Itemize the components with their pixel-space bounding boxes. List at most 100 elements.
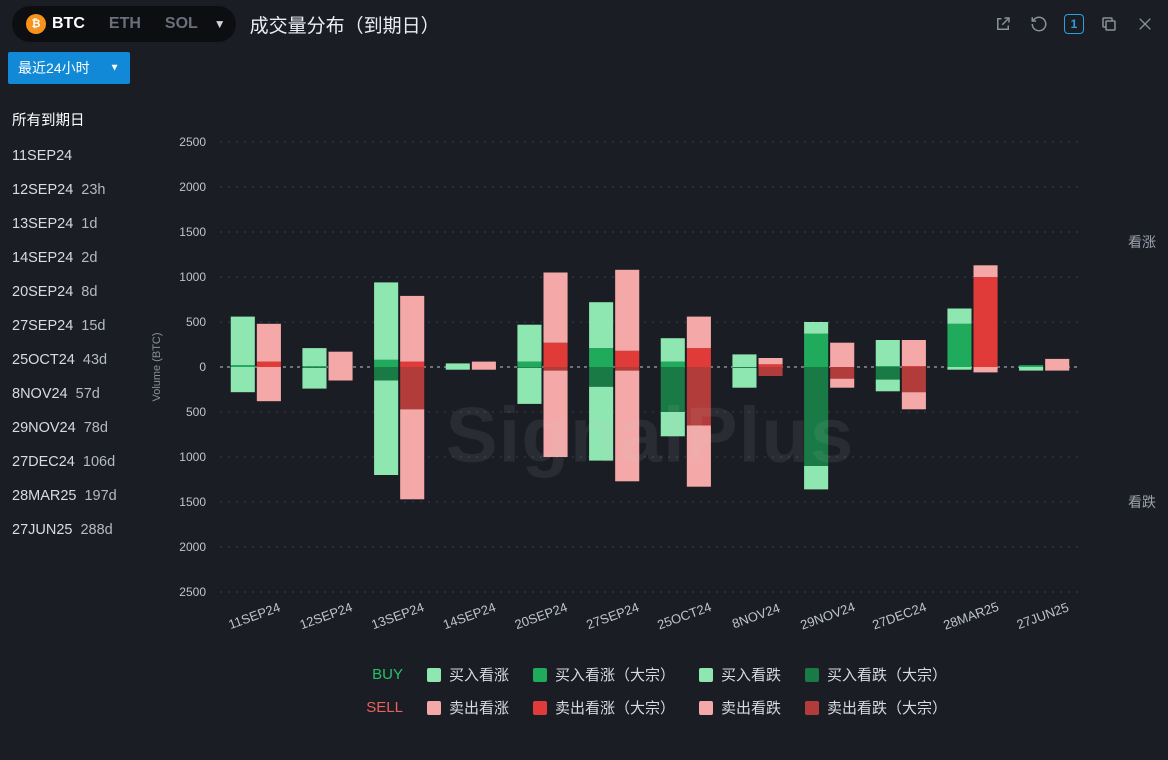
svg-text:0: 0: [199, 360, 206, 374]
sidebar-item-expiry[interactable]: 25OCT24 43d: [12, 343, 132, 377]
svg-text:13SEP24: 13SEP24: [369, 599, 426, 632]
sidebar-item-days: 2d: [81, 250, 97, 266]
svg-text:14SEP24: 14SEP24: [441, 599, 498, 632]
sidebar-item-all[interactable]: 所有到期日: [12, 100, 132, 139]
legend-item[interactable]: 买入看涨（大宗）: [533, 664, 675, 685]
legend-label: 买入看跌: [721, 664, 781, 685]
header-actions: 1: [992, 13, 1156, 35]
close-icon[interactable]: [1134, 13, 1156, 35]
legend-item[interactable]: 买入看跌（大宗）: [805, 664, 947, 685]
svg-text:8NOV24: 8NOV24: [730, 600, 782, 631]
sidebar-item-days: 23h: [81, 182, 105, 198]
sidebar-item-label: 14SEP24: [12, 250, 73, 266]
legend-item[interactable]: 卖出看涨: [427, 697, 509, 718]
sidebar-item-expiry[interactable]: 28MAR25197d: [12, 479, 132, 513]
asset-selector[interactable]: ₿ BTC ETH SOL ▼: [12, 6, 236, 42]
svg-text:1000: 1000: [179, 270, 206, 284]
sidebar-item-label: 所有到期日: [12, 109, 85, 130]
legend-swatch: [533, 668, 547, 682]
legend-swatch: [699, 668, 713, 682]
sidebar-item-days: 288d: [80, 522, 112, 538]
expiry-sidebar: 所有到期日 11SEP24 12SEP24 23h 13SEP24 1d 14SEP24 2…: [0, 92, 132, 760]
svg-text:2500: 2500: [179, 585, 206, 599]
sidebar-item-days: 57d: [76, 386, 100, 402]
external-link-icon[interactable]: [992, 13, 1014, 35]
sidebar-item-label: 28MAR25: [12, 488, 76, 504]
sidebar-item-expiry[interactable]: 11SEP24: [12, 139, 132, 173]
svg-text:2000: 2000: [179, 180, 206, 194]
legend-item[interactable]: 买入看跌: [699, 664, 781, 685]
sidebar-item-label: 27JUN25: [12, 522, 72, 538]
svg-text:29NOV24: 29NOV24: [798, 599, 857, 633]
asset-tab-label: ETH: [109, 15, 141, 33]
legend-swatch: [427, 668, 441, 682]
axis-label-put: 看跌: [1128, 492, 1156, 512]
legend-item[interactable]: 买入看涨: [427, 664, 509, 685]
asset-tab-label: BTC: [52, 15, 85, 33]
sidebar-item-label: 29NOV24: [12, 420, 76, 436]
volume-chart: 250020001500100050005001000150020002500V…: [132, 92, 1168, 760]
chevron-down-icon: ▼: [214, 17, 226, 31]
legend-item[interactable]: 卖出看跌: [699, 697, 781, 718]
sidebar-item-label: 20SEP24: [12, 284, 73, 300]
sidebar-item-days: 1d: [81, 216, 97, 232]
app-root: ₿ BTC ETH SOL ▼ 成交量分布（到期日） 1: [0, 0, 1168, 760]
sidebar-item-expiry[interactable]: 13SEP24 1d: [12, 207, 132, 241]
sidebar-item-days: 43d: [83, 352, 107, 368]
legend-label: 卖出看涨: [449, 697, 509, 718]
sidebar-item-days: 8d: [81, 284, 97, 300]
sidebar-item-label: 25OCT24: [12, 352, 75, 368]
asset-tab-label: SOL: [165, 15, 198, 33]
sidebar-item-expiry[interactable]: 20SEP24 8d: [12, 275, 132, 309]
sidebar-item-label: 8NOV24: [12, 386, 68, 402]
svg-text:12SEP24: 12SEP24: [298, 599, 355, 632]
copy-icon[interactable]: [1098, 13, 1120, 35]
axis-label-call: 看涨: [1128, 232, 1156, 252]
legend-label: 卖出看跌: [721, 697, 781, 718]
svg-text:1500: 1500: [179, 495, 206, 509]
legend-label: 卖出看涨（大宗）: [555, 697, 675, 718]
page-count-badge[interactable]: 1: [1064, 14, 1084, 34]
asset-tab-sol[interactable]: SOL: [155, 11, 208, 37]
svg-text:27JUN25: 27JUN25: [1015, 599, 1071, 632]
refresh-icon[interactable]: [1028, 13, 1050, 35]
svg-text:500: 500: [186, 315, 206, 329]
sidebar-item-expiry[interactable]: 27JUN25 288d: [12, 513, 132, 547]
sidebar-item-expiry[interactable]: 27SEP2415d: [12, 309, 132, 343]
svg-text:500: 500: [186, 405, 206, 419]
legend-label: 买入看涨: [449, 664, 509, 685]
sidebar-item-label: 13SEP24: [12, 216, 73, 232]
sidebar-item-expiry[interactable]: 8NOV24 57d: [12, 377, 132, 411]
legend-swatch: [805, 668, 819, 682]
chevron-down-icon: ▼: [110, 63, 120, 74]
time-range-select[interactable]: 最近24小时 ▼: [8, 52, 130, 84]
svg-text:Volume (BTC): Volume (BTC): [151, 332, 163, 401]
sidebar-item-label: 27DEC24: [12, 454, 75, 470]
asset-tab-btc[interactable]: ₿ BTC: [16, 10, 95, 38]
legend-swatch: [533, 701, 547, 715]
legend-swatch: [805, 701, 819, 715]
sidebar-item-days: 106d: [83, 454, 115, 470]
sidebar-item-label: 12SEP24: [12, 182, 73, 198]
asset-tab-eth[interactable]: ETH: [99, 11, 151, 37]
sidebar-item-expiry[interactable]: 12SEP24 23h: [12, 173, 132, 207]
legend-row-buy: BUY 买入看涨 买入看涨（大宗） 买入看跌 买入看跌（大宗）: [353, 664, 947, 685]
filter-row: 最近24小时 ▼: [0, 48, 1168, 92]
legend-label: 卖出看跌（大宗）: [827, 697, 947, 718]
svg-text:28MAR25: 28MAR25: [941, 599, 1000, 633]
sidebar-item-label: 27SEP24: [12, 318, 73, 334]
legend-item[interactable]: 卖出看跌（大宗）: [805, 697, 947, 718]
sidebar-item-days: 78d: [84, 420, 108, 436]
legend-head-buy: BUY: [353, 666, 403, 683]
sidebar-item-expiry[interactable]: 27DEC24 106d: [12, 445, 132, 479]
svg-text:1500: 1500: [179, 225, 206, 239]
legend-swatch: [427, 701, 441, 715]
legend: BUY 买入看涨买入看涨（大宗）买入看跌买入看跌（大宗） SELL 卖出看涨卖出…: [132, 664, 1168, 718]
sidebar-item-expiry[interactable]: 14SEP24 2d: [12, 241, 132, 275]
legend-item[interactable]: 卖出看涨（大宗）: [533, 697, 675, 718]
page-title: 成交量分布（到期日）: [250, 11, 440, 38]
svg-text:2500: 2500: [179, 135, 206, 149]
sidebar-item-expiry[interactable]: 29NOV24 78d: [12, 411, 132, 445]
svg-text:27DEC24: 27DEC24: [870, 599, 928, 632]
svg-text:1000: 1000: [179, 450, 206, 464]
